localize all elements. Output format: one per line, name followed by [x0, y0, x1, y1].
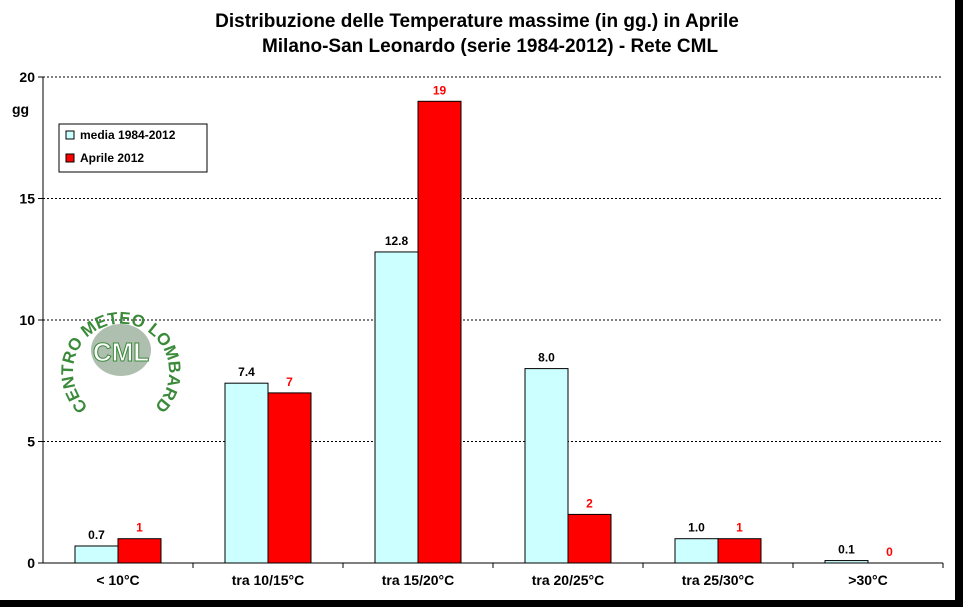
- data-label: 1: [736, 521, 743, 535]
- legend-label: Aprile 2012: [80, 151, 144, 165]
- data-label: 0: [886, 545, 893, 559]
- bar-media: [374, 251, 419, 564]
- data-label: 19: [433, 83, 447, 97]
- logo-map-shape: [91, 324, 151, 376]
- bar-aprile-2012: [267, 392, 312, 564]
- data-label: 1: [136, 521, 143, 535]
- chart-title: Distribuzione delle Temperature massime …: [215, 11, 739, 32]
- y-tick-label: 20: [19, 69, 35, 85]
- gridlines: [43, 76, 943, 442]
- bars: [74, 100, 869, 564]
- bar-media: [224, 382, 269, 564]
- bar-aprile-2012: [417, 100, 462, 564]
- y-tick-label: 15: [19, 191, 35, 207]
- legend-swatch: [65, 130, 75, 140]
- data-label: 7: [286, 375, 293, 389]
- cml-logo: CENTRO METEO LOMBARDO CML: [0, 0, 184, 417]
- legend: media 1984-2012 Aprile 2012: [58, 123, 208, 173]
- y-axis-label: gg: [12, 101, 29, 117]
- legend-label: media 1984-2012: [80, 128, 176, 142]
- bar-aprile-2012: [717, 538, 762, 564]
- data-label: 7.4: [238, 365, 255, 379]
- bar-media: [674, 538, 719, 564]
- data-label: 1.0: [688, 521, 705, 535]
- data-label: 0.7: [88, 528, 105, 542]
- chart-subtitle: Milano-San Leonardo (serie 1984-2012) - …: [262, 36, 719, 57]
- x-category-label: >30°C: [848, 572, 887, 588]
- data-label: 12.8: [385, 234, 409, 248]
- data-label: 0.1: [838, 543, 855, 557]
- x-category-label: tra 20/25°C: [532, 572, 605, 588]
- bar-media: [74, 545, 119, 564]
- y-tick-label: 10: [19, 312, 35, 328]
- x-category-label: tra 10/15°C: [232, 572, 305, 588]
- x-category-label: < 10°C: [96, 572, 139, 588]
- data-label: 8.0: [538, 351, 555, 365]
- data-label: 2: [586, 496, 593, 510]
- legend-box: [58, 123, 208, 173]
- y-tick-label: 5: [27, 434, 35, 450]
- logo-center-text: CML: [93, 337, 149, 367]
- x-category-label: tra 25/30°C: [682, 572, 755, 588]
- x-category-label: tra 15/20°C: [382, 572, 455, 588]
- bar-media: [524, 368, 569, 564]
- legend-swatch: [65, 153, 75, 163]
- bar-aprile-2012: [567, 513, 612, 564]
- data-labels: 0.7 1 7.4 7 12.8 19 8.0 2 1.0 1 0.1 0: [88, 83, 893, 559]
- bar-aprile-2012: [117, 538, 162, 564]
- y-tick-label: 0: [27, 555, 35, 571]
